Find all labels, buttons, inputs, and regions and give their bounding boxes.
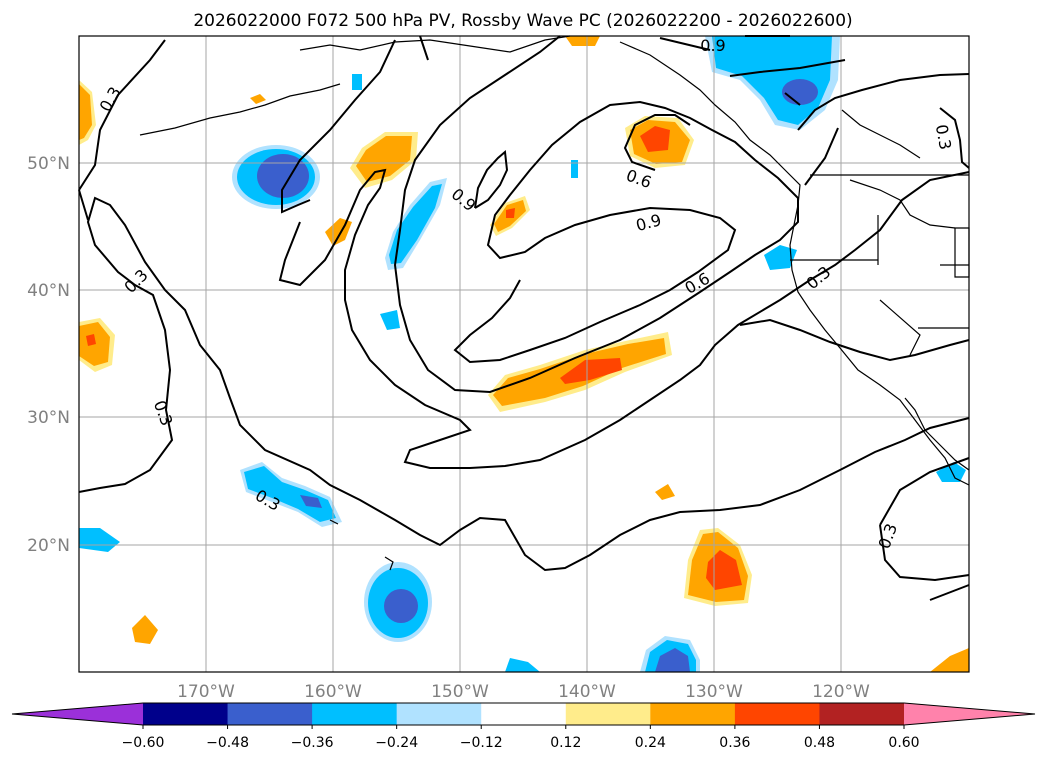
- positive-anomaly-region: [488, 332, 672, 412]
- positive-anomaly-region: [565, 36, 600, 46]
- negative-anomaly-region: [380, 310, 400, 330]
- positive-anomaly-region: [250, 94, 266, 104]
- lat-label: 20°N: [27, 536, 70, 556]
- negative-anomaly-region: [936, 462, 966, 482]
- map-frame: [78, 35, 970, 673]
- colorbar-extend-high: [904, 703, 1035, 725]
- lon-label: 160°W: [304, 682, 362, 702]
- lon-label: 140°W: [558, 682, 616, 702]
- lon-label: 130°W: [685, 682, 743, 702]
- colorbar-extend-low: [12, 703, 143, 725]
- negative-anomaly-region: [79, 528, 120, 552]
- positive-anomaly-region: [79, 318, 115, 372]
- lat-label: 50°N: [27, 154, 70, 174]
- longitude-labels: 170°W 160°W 150°W 140°W 130°W 120°W: [177, 682, 870, 702]
- negative-anomaly-region: [240, 462, 342, 527]
- plot-title: 2026022000 F072 500 hPa PV, Rossby Wave …: [193, 11, 852, 31]
- colorbar-segment: [734, 703, 820, 725]
- negative-anomaly-region: [352, 74, 362, 90]
- colorbar-tick-label: 0.12: [550, 735, 581, 751]
- contour-label: 0.9: [700, 36, 725, 55]
- negative-anomaly-region: [764, 245, 797, 270]
- positive-anomaly-region: [79, 80, 96, 145]
- colorbar-segment: [312, 703, 398, 725]
- latitude-labels: 50°N 40°N 30°N 20°N: [27, 154, 70, 556]
- lon-label: 120°W: [812, 682, 870, 702]
- positive-anomaly-region: [490, 196, 530, 236]
- contour-label: 0.3: [932, 123, 955, 151]
- positive-anomaly-region: [625, 116, 694, 168]
- lat-label: 40°N: [27, 281, 70, 301]
- negative-anomaly-region: [505, 658, 540, 672]
- positive-anomaly-region: [684, 528, 752, 606]
- colorbar-segment: [396, 703, 482, 725]
- lat-label: 30°N: [27, 408, 70, 428]
- lon-label: 170°W: [177, 682, 235, 702]
- positive-anomaly-region: [930, 648, 969, 672]
- positive-anomaly-region: [350, 132, 418, 188]
- colorbar-segment: [650, 703, 736, 725]
- colorbar-tick-label: −0.60: [122, 735, 165, 751]
- negative-anomaly-region: [364, 562, 432, 642]
- colorbar-tick-label: −0.24: [375, 735, 418, 751]
- negative-anomaly-region: [385, 178, 447, 270]
- negative-anomaly-region: [640, 636, 700, 672]
- colorbar-tick-label: 0.60: [888, 735, 919, 751]
- colorbar-segment: [143, 703, 229, 725]
- map-background: [79, 36, 969, 672]
- negative-anomaly-region: [571, 160, 578, 178]
- positive-anomaly-region: [132, 615, 158, 644]
- colorbar-tick-label: 0.36: [719, 735, 750, 751]
- colorbar-segment: [481, 703, 567, 725]
- colorbar: −0.60 −0.48 −0.36 −0.24 −0.12 0.12 0.24 0.36 0.4…: [11, 702, 1036, 751]
- colorbar-segment: [227, 703, 313, 725]
- colorbar-segment: [819, 703, 905, 725]
- map-panel: 0.3 0.3 0.3 0.3 0.3 0.3 0.3 0.6 0.6 0.9 …: [78, 35, 970, 673]
- colorbar-tick-label: 0.48: [804, 735, 835, 751]
- colorbar-tick-label: −0.48: [206, 735, 249, 751]
- positive-anomaly-region: [655, 484, 675, 500]
- colorbar-segment: [565, 703, 651, 725]
- pv-contours: [78, 35, 970, 601]
- lon-label: 150°W: [431, 682, 489, 702]
- colorbar-tick-label: −0.36: [291, 735, 334, 751]
- colorbar-tick-label: −0.12: [460, 735, 503, 751]
- colorbar-tick-label: 0.24: [635, 735, 666, 751]
